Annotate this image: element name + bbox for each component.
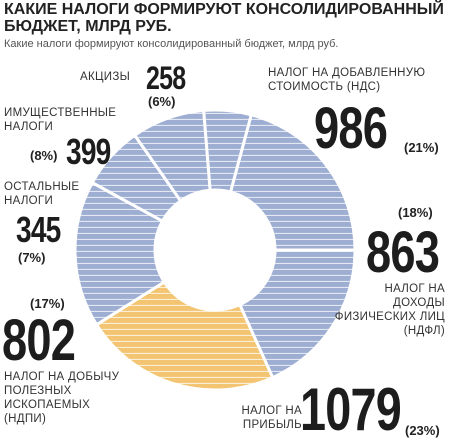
value-label: 1079: [300, 376, 402, 443]
donut-segment: [202, 108, 254, 194]
value-label: 258: [146, 60, 186, 96]
donut-segment: [237, 248, 357, 380]
share-label: (7%): [18, 250, 46, 265]
segment-label: ОСТАЛЬНЫЕ НАЛОГИ: [4, 181, 80, 207]
segment-label: НАЛОГ НА ПРИБЫЛЬ: [241, 405, 302, 431]
segment-label: НАЛОГ НА ДОХОДЫ ФИЗИЧЕСКИХ ЛИЦ (НДФЛ): [334, 283, 445, 337]
segment-label: НАЛОГ НА ДОБАВЛЕННУЮ СТОИМОСТЬ (НДС): [268, 67, 426, 93]
share-label: (17%): [30, 296, 65, 311]
value-label: 863: [366, 220, 440, 285]
segment-label: ИМУЩЕСТВЕННЫЕ НАЛОГИ: [4, 107, 117, 133]
segment-label: НАЛОГ НА ДОБЫЧУ ПОЛЕЗНЫХ ИСКОПАЕМЫХ (НДП…: [4, 371, 120, 425]
segment-label: АКЦИЗЫ: [80, 71, 131, 83]
value-label: 986: [314, 96, 388, 161]
share-label: (6%): [148, 94, 176, 109]
value-label: 802: [2, 308, 76, 373]
value-label: 345: [16, 209, 61, 250]
donut-segment: [228, 112, 357, 252]
value-label: 399: [66, 131, 111, 172]
chart-title: КАКИЕ НАЛОГИ ФОРМИРУЮТ КОНСОЛИДИРОВАННЫЙ…: [4, 1, 444, 35]
share-label: (23%): [405, 423, 440, 438]
share-label: (8%): [30, 148, 58, 163]
share-label: (21%): [404, 140, 439, 155]
chart-subtitle: Какие налоги формируют консолидированный…: [4, 38, 339, 50]
donut-segment: [94, 279, 275, 392]
donut-segment: [73, 180, 167, 327]
share-label: (18%): [398, 205, 433, 220]
